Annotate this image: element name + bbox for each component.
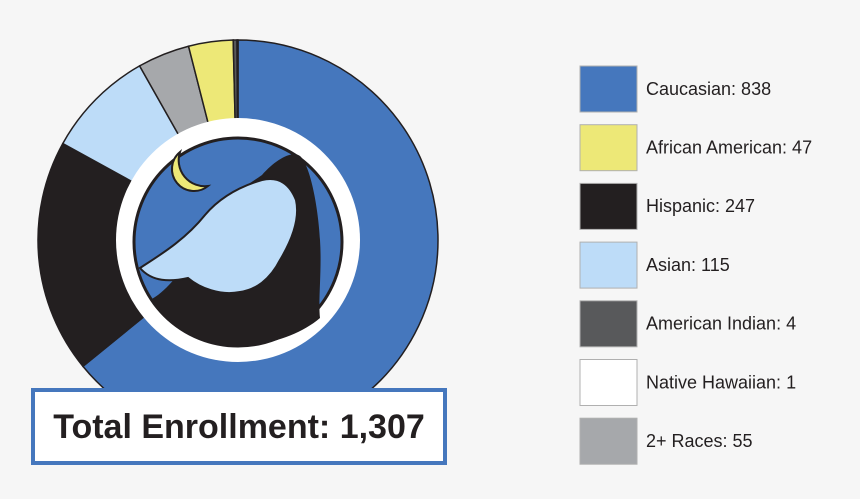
wedge (236, 39, 239, 123)
legend-label: Caucasian: 838 (646, 79, 771, 99)
logo (132, 136, 344, 348)
legend-swatch (579, 124, 638, 172)
legend-label: American Indian: 4 (646, 314, 796, 334)
total-box (31, 388, 447, 465)
legend-swatch (579, 300, 638, 348)
legend-label: Asian: 115 (646, 255, 730, 275)
legend-swatch (579, 241, 638, 289)
legend-label: 2+ Races: 55 (646, 431, 753, 451)
legend: Caucasian: 838 African American: 47 Hispan… (579, 65, 812, 465)
legend-swatch (579, 182, 638, 230)
legend-label: Hispanic: 247 (646, 196, 755, 216)
legend-swatch (579, 65, 638, 113)
moon (170, 149, 212, 193)
legend-label: Native Hawaiian: 1 (646, 372, 796, 392)
legend-label: African American: 47 (646, 137, 812, 157)
total-label: Total Enrollment: 1,307 (53, 408, 425, 446)
legend-swatch (579, 359, 638, 406)
legend-swatch (579, 417, 638, 465)
wolf-head (138, 178, 298, 294)
